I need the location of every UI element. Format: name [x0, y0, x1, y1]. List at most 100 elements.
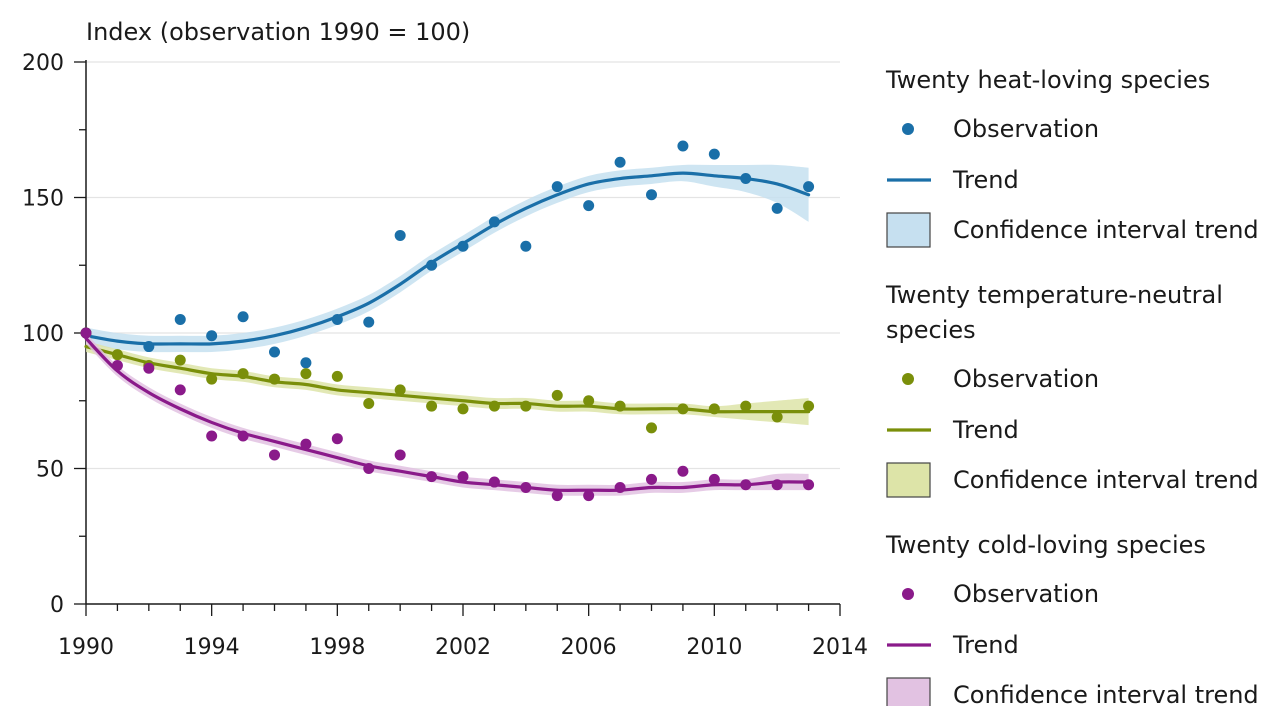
legend-ci-label: Confidence interval trend — [953, 216, 1259, 244]
observation-point — [394, 229, 406, 241]
observation-point — [80, 327, 92, 339]
observation-point — [646, 422, 657, 434]
y-tick-label: 200 — [22, 51, 64, 76]
legend: Twenty heat-loving species Observation Tre… — [885, 66, 1259, 706]
x-tick-label: 1994 — [184, 635, 240, 660]
observation-point — [237, 430, 249, 442]
y-tick-label: 0 — [50, 593, 64, 618]
observation-point — [143, 362, 155, 374]
observation-point — [614, 481, 626, 493]
x-tick-label: 1990 — [58, 635, 114, 660]
observation-point — [300, 438, 312, 450]
observation-point — [520, 240, 532, 252]
legend-ci-swatch — [886, 462, 931, 498]
observation-point — [708, 473, 720, 485]
observation-point — [803, 479, 815, 491]
observation-point — [300, 357, 312, 369]
observation-point — [488, 216, 500, 228]
axes — [85, 60, 840, 605]
observation-point — [206, 330, 218, 342]
observation-point — [394, 449, 406, 461]
observation-point — [426, 400, 438, 412]
plot-area — [80, 140, 815, 502]
observation-point — [677, 140, 689, 152]
legend-observation-marker — [902, 588, 914, 600]
observation-point — [614, 156, 626, 168]
observation-point — [111, 349, 123, 361]
legend-observation-marker — [902, 373, 914, 385]
legend-trend-label: Trend — [952, 166, 1019, 194]
observation-point — [426, 471, 438, 483]
legend-group-2: Twenty cold-loving species Observation Tre… — [885, 531, 1259, 706]
observation-point — [708, 403, 720, 415]
observation-point — [300, 368, 312, 380]
x-tick-label: 2006 — [561, 635, 617, 660]
legend-observation-label: Observation — [953, 580, 1099, 608]
legend-observation-marker — [902, 123, 914, 135]
observation-point — [206, 373, 218, 385]
observation-point — [269, 346, 280, 358]
observation-point — [771, 202, 783, 214]
y-tick-label: 50 — [36, 458, 64, 483]
observation-point — [771, 411, 783, 423]
legend-ci-swatch — [886, 212, 931, 248]
observation-point — [646, 473, 657, 485]
series-group-2 — [80, 327, 815, 502]
observation-point — [363, 397, 375, 409]
observation-point — [520, 481, 532, 493]
observation-point — [363, 463, 375, 474]
legend-group-title: Twenty heat-loving species — [885, 66, 1210, 94]
observation-point — [174, 354, 186, 366]
observation-point — [331, 433, 343, 445]
observation-point — [206, 430, 218, 442]
observation-point — [708, 148, 720, 160]
observation-point — [457, 403, 469, 415]
observation-point — [269, 373, 280, 385]
x-tick-label: 2010 — [686, 635, 742, 660]
trend-line — [84, 171, 811, 346]
x-tick-label: 2002 — [435, 635, 491, 660]
observation-point — [269, 449, 280, 461]
observation-point — [394, 384, 406, 396]
observation-point — [174, 313, 186, 325]
y-tick-label: 150 — [22, 187, 64, 212]
observation-point — [677, 465, 689, 477]
legend-observation-label: Observation — [953, 115, 1099, 143]
observation-point — [803, 400, 815, 412]
y-tick-label: 100 — [22, 322, 64, 347]
observation-point — [143, 341, 155, 353]
observation-point — [803, 181, 815, 193]
observation-point — [551, 181, 563, 193]
observation-point — [740, 479, 752, 491]
observation-point — [583, 200, 595, 212]
confidence-band — [86, 341, 809, 426]
x-tick-label: 1998 — [309, 635, 365, 660]
observation-point — [488, 400, 500, 412]
legend-group-title: Twenty temperature-neutral — [885, 281, 1223, 309]
legend-ci-label: Confidence interval trend — [953, 466, 1259, 494]
observation-point — [111, 360, 123, 372]
legend-trend-label: Trend — [952, 631, 1019, 659]
legend-observation-label: Observation — [953, 365, 1099, 393]
legend-group-1: Twenty temperature-neutral species Observa… — [885, 281, 1259, 498]
observation-point — [520, 400, 532, 412]
observation-point — [740, 173, 752, 185]
y-axis-title: Index (observation 1990 = 100) — [86, 18, 470, 46]
observation-point — [237, 368, 249, 380]
observation-point — [551, 389, 563, 401]
confidence-band — [86, 164, 809, 353]
observation-point — [488, 476, 500, 488]
x-ticks: 1990 1994 1998 2002 2006 2010 2014 — [58, 604, 868, 660]
observation-point — [363, 316, 375, 328]
observation-point — [174, 384, 186, 396]
observation-point — [237, 311, 249, 323]
legend-group-0: Twenty heat-loving species Observation Tre… — [885, 66, 1259, 248]
observation-point — [457, 471, 469, 483]
legend-trend-label: Trend — [952, 416, 1019, 444]
legend-ci-label: Confidence interval trend — [953, 681, 1259, 706]
legend-group-title: Twenty cold-loving species — [885, 531, 1206, 559]
observation-point — [551, 490, 563, 502]
legend-group-title: species — [886, 316, 976, 344]
observation-point — [583, 395, 595, 407]
